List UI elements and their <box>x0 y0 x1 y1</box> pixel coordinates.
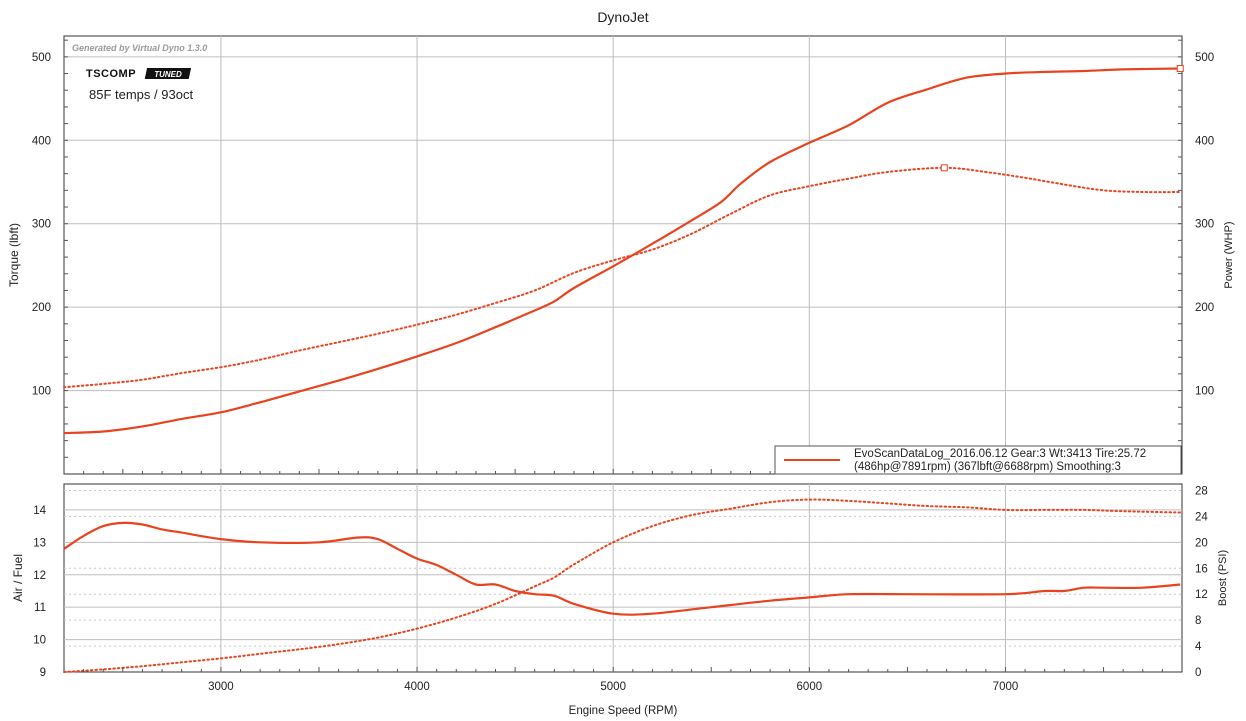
tscomp-logo: TSCOMP TUNED <box>86 68 192 80</box>
power-line <box>63 67 1181 435</box>
conditions-annotation: 85F temps / 93oct <box>89 87 193 102</box>
top-left-axis-label: Torque (lbft) <box>7 223 21 287</box>
bottom-lines <box>63 498 1182 673</box>
top-grid <box>64 36 1182 474</box>
watermark-text: Generated by Virtual Dyno 1.3.0 <box>72 43 207 53</box>
top-right-axis-label: Power (WHP) <box>1223 221 1235 288</box>
power-peak-marker <box>1176 65 1184 73</box>
bottom-panel: 9 10 11 12 13 14 0 4 8 12 16 20 24 28 Air / Fuel Boost … <box>11 483 1229 679</box>
boost-line <box>63 498 1182 673</box>
x-tick-label: 5000 <box>600 681 626 693</box>
top-axes: 100 100 200 200 300 300 400 400 500 500 Torque (lb… <box>7 39 1235 474</box>
legend: EvoScanDataLog_2016.06.12 Gear:3 Wt:3413… <box>774 445 1182 475</box>
top-right-tick-label: 200 <box>1195 302 1214 314</box>
top-right-tick-label: 400 <box>1195 135 1214 147</box>
top-right-tick-label: 300 <box>1195 219 1214 231</box>
bottom-right-tick-label: 4 <box>1195 641 1202 653</box>
top-lines <box>63 65 1184 435</box>
bottom-left-tick-label: 13 <box>33 537 46 549</box>
x-tick-label: 3000 <box>208 681 234 693</box>
bottom-left-axis-label: Air / Fuel <box>11 554 25 602</box>
bottom-left-tick-label: 9 <box>40 667 46 679</box>
logo-badge-text: TUNED <box>154 70 182 79</box>
bottom-axes: 9 10 11 12 13 14 0 4 8 12 16 20 24 28 Air / Fuel Boost … <box>11 485 1229 679</box>
legend-line-2: (486hp@7891rpm) (367lbft@6688rpm) Smooth… <box>854 461 1121 473</box>
bottom-right-axis-label: Boost (PSI) <box>1217 550 1229 606</box>
bottom-right-tick-label: 20 <box>1195 537 1208 549</box>
top-panel: 100 100 200 200 300 300 400 400 500 500 Torque (lb… <box>7 35 1235 475</box>
bottom-right-tick-label: 28 <box>1195 485 1208 497</box>
x-axis-label: Engine Speed (RPM) <box>569 705 678 717</box>
x-tick-label: 7000 <box>993 681 1019 693</box>
chart-title: DynoJet <box>597 9 648 25</box>
top-left-tick-label: 300 <box>32 219 51 231</box>
x-axis: 3000 4000 5000 6000 7000 Engine Speed (RPM) <box>208 681 1018 717</box>
bottom-right-tick-label: 24 <box>1195 511 1208 523</box>
air-fuel-line <box>63 521 1181 616</box>
x-tick-label: 6000 <box>797 681 823 693</box>
torque-peak-marker <box>940 164 948 172</box>
bottom-plot-area <box>63 483 1183 673</box>
top-left-tick-label: 500 <box>32 52 51 64</box>
bottom-right-tick-label: 16 <box>1195 563 1208 575</box>
top-left-tick-label: 400 <box>32 135 51 147</box>
top-left-tick-label: 200 <box>32 302 51 314</box>
bottom-left-tick-label: 11 <box>34 602 46 614</box>
bottom-left-tick-label: 12 <box>33 570 46 582</box>
bottom-right-tick-label: 8 <box>1195 615 1201 627</box>
bottom-left-tick-label: 14 <box>33 505 46 517</box>
logo-text: TSCOMP <box>86 68 136 80</box>
top-right-tick-label: 100 <box>1195 386 1214 398</box>
legend-box <box>774 445 1182 475</box>
legend-line-1: EvoScanDataLog_2016.06.12 Gear:3 Wt:3413… <box>854 448 1146 460</box>
x-tick-label: 4000 <box>404 681 430 693</box>
logo-badge-bg <box>144 68 192 79</box>
torque-line <box>63 166 1182 389</box>
bottom-right-tick-label: 12 <box>1195 589 1208 601</box>
top-left-tick-label: 100 <box>32 386 51 398</box>
top-plot-area <box>63 35 1183 475</box>
bottom-left-tick-label: 10 <box>33 635 46 647</box>
bottom-right-tick-label: 0 <box>1195 667 1201 679</box>
top-right-tick-label: 500 <box>1195 52 1214 64</box>
